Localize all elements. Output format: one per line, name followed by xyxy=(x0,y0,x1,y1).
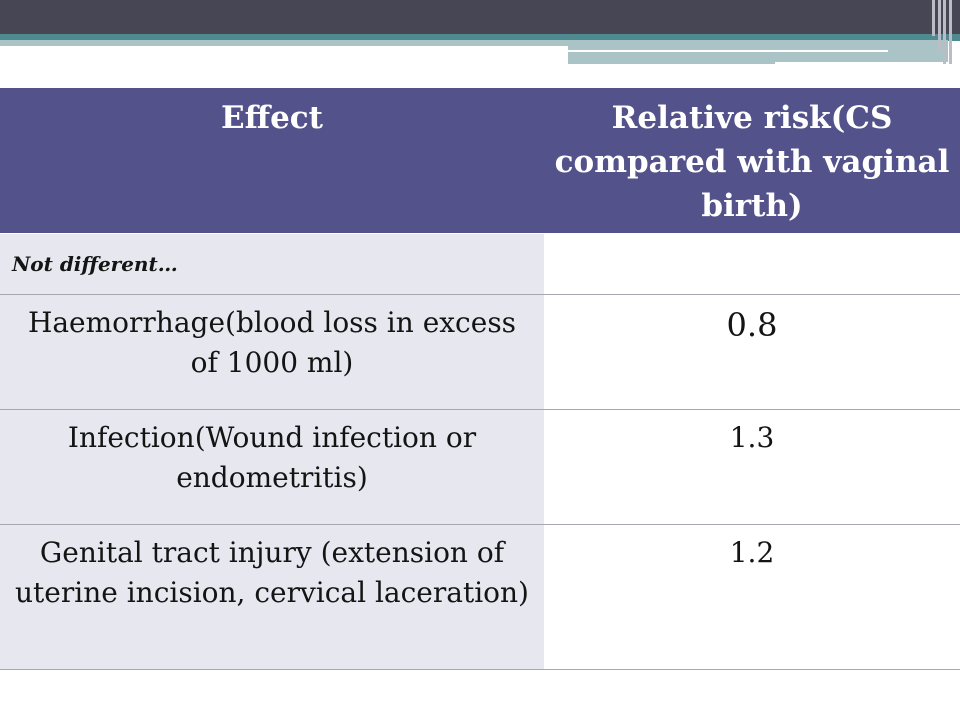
header-band-step-upper xyxy=(568,40,948,52)
header-decor-line xyxy=(932,0,935,36)
effect-cell: Infection(Wound infection or endometriti… xyxy=(0,410,544,524)
effect-cell: Genital tract injury (extension of uteri… xyxy=(0,525,544,669)
header-band-teal-light xyxy=(0,40,568,46)
relative-risk-cell: 0.8 xyxy=(544,295,960,409)
table-subheading-row: Not different… xyxy=(0,234,960,295)
column-header-effect: Effect xyxy=(221,100,323,136)
table-header-row: Effect Relative risk(CS compared with va… xyxy=(0,88,960,234)
subheading-not-different: Not different… xyxy=(0,234,544,294)
table-row: Haemorrhage(blood loss in excess of 1000… xyxy=(0,295,960,410)
header-band-step-line-upper xyxy=(568,50,888,52)
effect-cell: Haemorrhage(blood loss in excess of 1000… xyxy=(0,295,544,409)
relative-risk-cell: 1.2 xyxy=(544,525,960,669)
column-header-relative-risk: Relative risk(CS compared with vaginal b… xyxy=(554,100,950,224)
subheading-empty-cell xyxy=(544,234,960,294)
relative-risk-cell: 1.3 xyxy=(544,410,960,524)
header-band-teal xyxy=(0,34,960,41)
header-band-step-line-lower xyxy=(775,62,950,64)
table-row: Infection(Wound infection or endometriti… xyxy=(0,410,960,525)
header-decor-line xyxy=(938,0,941,52)
header-decor-line xyxy=(943,0,946,64)
header-decor-line xyxy=(949,0,952,64)
relative-risk-table: Effect Relative risk(CS compared with va… xyxy=(0,88,960,670)
header-band-dark xyxy=(0,0,960,36)
header-band-step-lower xyxy=(568,52,948,64)
table-row: Genital tract injury (extension of uteri… xyxy=(0,525,960,670)
